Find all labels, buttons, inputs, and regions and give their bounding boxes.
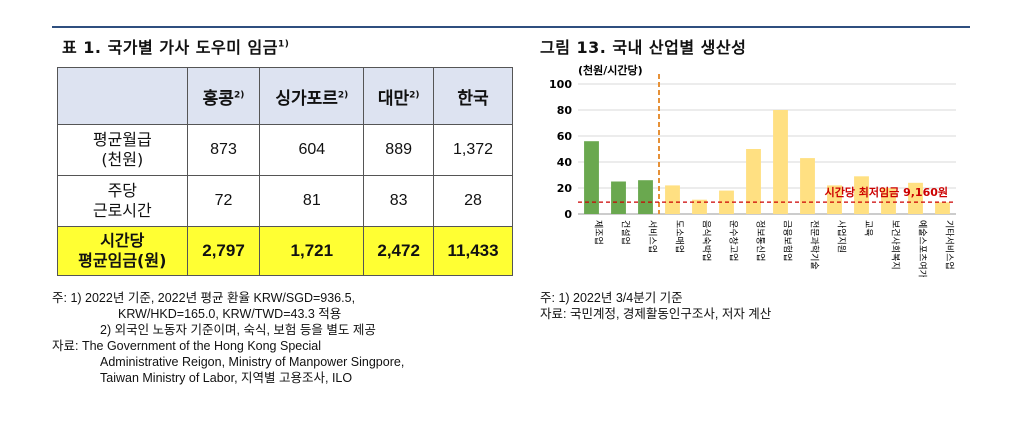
bar xyxy=(854,176,869,214)
y-tick-label: 80 xyxy=(557,104,573,117)
source-line: 자료: 국민계정, 경제활동인구조사, 저자 계산 xyxy=(540,307,772,321)
bar xyxy=(935,202,950,214)
x-tick-label: 서비스업 xyxy=(647,220,658,253)
table-cell: 873 xyxy=(186,124,261,176)
bar xyxy=(881,188,896,214)
x-tick-label: 운수창고업 xyxy=(728,220,739,261)
table-cell: 889 xyxy=(363,124,435,176)
table-cell: 604 xyxy=(259,124,365,176)
table-row: 주당 근로시간 72 81 83 28 xyxy=(57,175,513,227)
x-tick-label: 기타서비스업 xyxy=(944,220,955,270)
bar xyxy=(773,110,788,214)
chart-notes: 주: 1) 2022년 3/4분기 기준 자료: 국민계정, 경제활동인구조사,… xyxy=(540,290,771,322)
note-line: 주: 1) 2022년 3/4분기 기준 xyxy=(540,291,683,305)
bar xyxy=(584,141,599,214)
x-tick-label: 도소매업 xyxy=(674,220,685,253)
source-line: Taiwan Ministry of Labor, 지역별 고용조사, ILO xyxy=(100,371,353,385)
bar xyxy=(908,182,923,214)
x-tick-label: 교육 xyxy=(863,220,874,237)
y-tick-label: 20 xyxy=(557,182,573,195)
table-title: 표 1. 국가별 가사 도우미 임금1) xyxy=(62,38,290,57)
table-header-row: 홍콩2) 싱가포르2) 대만2) 한국 xyxy=(57,67,513,125)
x-tick-label: 예술스포츠여가 xyxy=(917,220,929,277)
minimum-wage-label: 시간당 최저임금 9,160원 xyxy=(825,185,948,199)
header-korea: 한국 xyxy=(433,67,513,125)
x-tick-label: 음식숙박업 xyxy=(701,220,712,261)
table-cell: 81 xyxy=(259,175,365,227)
table-cell: 2,797 xyxy=(186,226,261,276)
note-line: 주: 1) 2022년 기준, 2022년 평균 환율 KRW/SGD=936.… xyxy=(52,291,356,305)
wage-table: 홍콩2) 싱가포르2) 대만2) 한국 평균월급 (천원) 873 604 889… xyxy=(57,67,513,276)
note-line: 2) 외국인 노동자 기준이며, 숙식, 보험 등을 별도 제공 xyxy=(100,323,376,337)
table-row-highlight: 시간당 평균임금(원) 2,797 1,721 2,472 11,433 xyxy=(57,226,513,276)
table-cell: 83 xyxy=(363,175,435,227)
source-line: Administrative Reigon, Ministry of Manpo… xyxy=(100,355,405,369)
row-label-weekly-hours: 주당 근로시간 xyxy=(57,175,188,227)
x-tick-label: 전문과학기술 xyxy=(809,220,820,270)
x-tick-label: 제조업 xyxy=(593,220,604,245)
table-row: 평균월급 (천원) 873 604 889 1,372 xyxy=(57,124,513,176)
table-notes: 주: 1) 2022년 기준, 2022년 평균 환율 KRW/SGD=936.… xyxy=(52,290,404,386)
bar xyxy=(638,180,653,214)
y-tick-label: 0 xyxy=(564,208,572,221)
row-label-monthly-wage: 평균월급 (천원) xyxy=(57,124,188,176)
table-cell: 28 xyxy=(433,175,513,227)
bar xyxy=(692,199,707,214)
table-cell: 2,472 xyxy=(363,226,435,276)
y-axis-label: (천원/시간당) xyxy=(578,63,643,77)
header-taiwan: 대만2) xyxy=(363,67,435,125)
source-line: 자료: The Government of the Hong Kong Spec… xyxy=(52,339,321,353)
bar xyxy=(665,185,680,214)
x-tick-label: 건설업 xyxy=(620,220,631,245)
y-tick-label: 100 xyxy=(549,78,572,91)
bar xyxy=(827,185,842,214)
row-label-hourly-wage: 시간당 평균임금(원) xyxy=(57,226,188,276)
y-tick-label: 60 xyxy=(557,130,573,143)
x-tick-label: 정보통신업 xyxy=(755,220,766,261)
header-singapore: 싱가포르2) xyxy=(259,67,365,125)
y-tick-label: 40 xyxy=(557,156,573,169)
header-hongkong: 홍콩2) xyxy=(186,67,261,125)
header-empty-cell xyxy=(57,67,188,125)
bar xyxy=(611,181,626,214)
x-tick-label: 사업지원 xyxy=(836,220,847,253)
table-cell: 72 xyxy=(186,175,261,227)
chart-title: 그림 13. 국내 산업별 생산성 xyxy=(540,38,747,57)
bar xyxy=(800,158,815,214)
top-rule xyxy=(52,26,970,28)
x-tick-label: 금융보험업 xyxy=(782,220,793,261)
bar xyxy=(746,149,761,214)
x-tick-label: 보건사회복지 xyxy=(890,220,901,270)
table-cell: 1,372 xyxy=(433,124,513,176)
table-cell: 1,721 xyxy=(259,226,365,276)
table-cell: 11,433 xyxy=(433,226,513,276)
note-line: KRW/HKD=165.0, KRW/TWD=43.3 적용 xyxy=(118,307,342,321)
